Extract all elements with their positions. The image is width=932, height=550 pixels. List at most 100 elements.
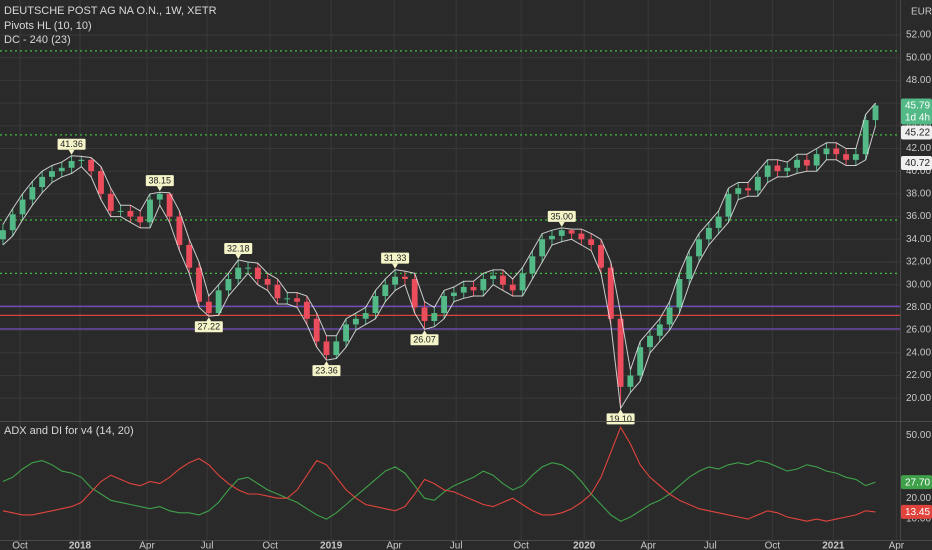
candle-body xyxy=(176,216,183,245)
pivot-pointer xyxy=(392,263,399,269)
candle-body xyxy=(637,347,644,376)
y-tick-label: 38.00 xyxy=(906,189,931,200)
candle-body xyxy=(735,188,742,194)
price-tag xyxy=(901,125,932,140)
candle-body xyxy=(29,187,36,200)
y-tick-label: 52.00 xyxy=(906,30,931,41)
candle-body xyxy=(274,284,281,299)
pivot-box xyxy=(145,175,174,187)
candle-body xyxy=(460,286,467,293)
price-tag-label: 45.79 xyxy=(905,101,930,112)
candle-body xyxy=(352,318,359,325)
indicator-line xyxy=(2,425,876,522)
candle-body xyxy=(647,335,653,348)
candle-body xyxy=(441,296,448,314)
candle-body xyxy=(264,279,271,285)
tags: 20.00 22.00 24.00 26.00 28.00 30.00 32.00 34.00… xyxy=(12,30,932,550)
y-tick-label: 22.00 xyxy=(906,370,931,381)
pivot-pointer xyxy=(421,330,428,336)
candle-body xyxy=(166,193,173,217)
x-tick-label: 2021 xyxy=(822,541,845,550)
candle-body xyxy=(470,286,477,291)
candle-body xyxy=(284,298,291,300)
pivot-box xyxy=(312,365,341,377)
pivot-pointer xyxy=(558,221,565,227)
candle-body xyxy=(196,267,202,302)
pivot-box xyxy=(224,242,253,254)
candle-body xyxy=(19,199,26,215)
candle-body xyxy=(656,324,663,336)
price-tag xyxy=(901,475,932,490)
marks: 41.36 38.15 32.18 31.33 35.00 27.22 23.36 26.07… xyxy=(0,50,900,522)
y-tick-label: 20.00 xyxy=(906,393,931,404)
price-tag-label: 13.45 xyxy=(905,507,930,518)
indicator-line xyxy=(2,460,876,522)
candle-body xyxy=(578,233,585,240)
candle-body xyxy=(421,307,428,322)
candle-body xyxy=(617,318,624,387)
candle-body xyxy=(294,298,300,302)
y-tick-label: 26.00 xyxy=(906,325,931,336)
candle-body xyxy=(862,120,869,155)
candle-body xyxy=(78,159,85,161)
candle-body xyxy=(382,284,389,297)
y-tick-label: 30.00 xyxy=(906,279,931,290)
pivot-pointer xyxy=(323,361,330,367)
price-tag-label: 27.70 xyxy=(905,477,930,488)
candle-body xyxy=(9,214,16,231)
candle-body xyxy=(362,313,369,319)
y-tick-label: 40.00 xyxy=(906,166,931,177)
candle-body xyxy=(784,167,791,172)
candle-body xyxy=(117,210,124,212)
pivot-pointer xyxy=(68,149,75,155)
candle-body xyxy=(754,176,761,191)
x-tick-label: 2020 xyxy=(573,541,596,550)
candle-body xyxy=(607,267,614,319)
candle-body xyxy=(225,279,232,291)
price-tag xyxy=(901,98,932,125)
candle-body xyxy=(186,244,193,268)
candle-body xyxy=(49,171,55,177)
candle-body xyxy=(323,341,330,356)
price-tag xyxy=(901,504,932,519)
y-tick-label: 10.00 xyxy=(906,514,931,525)
y-tick-label: 48.00 xyxy=(906,75,931,86)
candle-body xyxy=(490,275,497,280)
candle-body xyxy=(127,210,134,217)
currency-label: EUR xyxy=(911,7,932,18)
countdown-label: 1d 4h xyxy=(905,113,930,124)
candle-body xyxy=(872,105,879,121)
candle-body xyxy=(833,148,840,155)
candle-body xyxy=(676,279,683,308)
price-tag-label: 40.72 xyxy=(905,158,930,169)
candle-body xyxy=(313,318,320,342)
candle-body xyxy=(372,296,379,314)
x-tick-label: Apr xyxy=(139,541,155,550)
pivot-pointer xyxy=(205,317,212,323)
candle-body xyxy=(529,256,536,274)
candle-body xyxy=(598,244,604,268)
pivot-label: 19.10 xyxy=(609,414,632,424)
candle-body xyxy=(333,341,340,356)
candle-body xyxy=(343,324,350,342)
y-tick-label: 50.00 xyxy=(906,52,931,63)
candle-body xyxy=(745,188,751,191)
pivot-pointer xyxy=(156,186,163,192)
x-tick-label: 2018 xyxy=(69,541,92,550)
candle-body xyxy=(88,159,95,172)
pivot-pointer xyxy=(617,409,624,415)
grid xyxy=(0,0,900,540)
candle-body xyxy=(98,171,104,194)
pivot-label: 41.36 xyxy=(60,139,83,149)
candle-body xyxy=(39,176,46,188)
candle-body xyxy=(843,154,850,160)
candle-body xyxy=(696,239,702,257)
chart-title: DEUTSCHE POST AG NA O.N., 1W, XETR xyxy=(4,5,217,17)
candle-body xyxy=(725,193,732,217)
candle-body xyxy=(519,273,526,291)
candle-body xyxy=(588,239,595,245)
y-tick-label: 24.00 xyxy=(906,347,931,358)
y-tick-label: 50.00 xyxy=(906,430,931,441)
y-tick-label: 42.00 xyxy=(906,143,931,154)
candle-body xyxy=(852,154,859,160)
